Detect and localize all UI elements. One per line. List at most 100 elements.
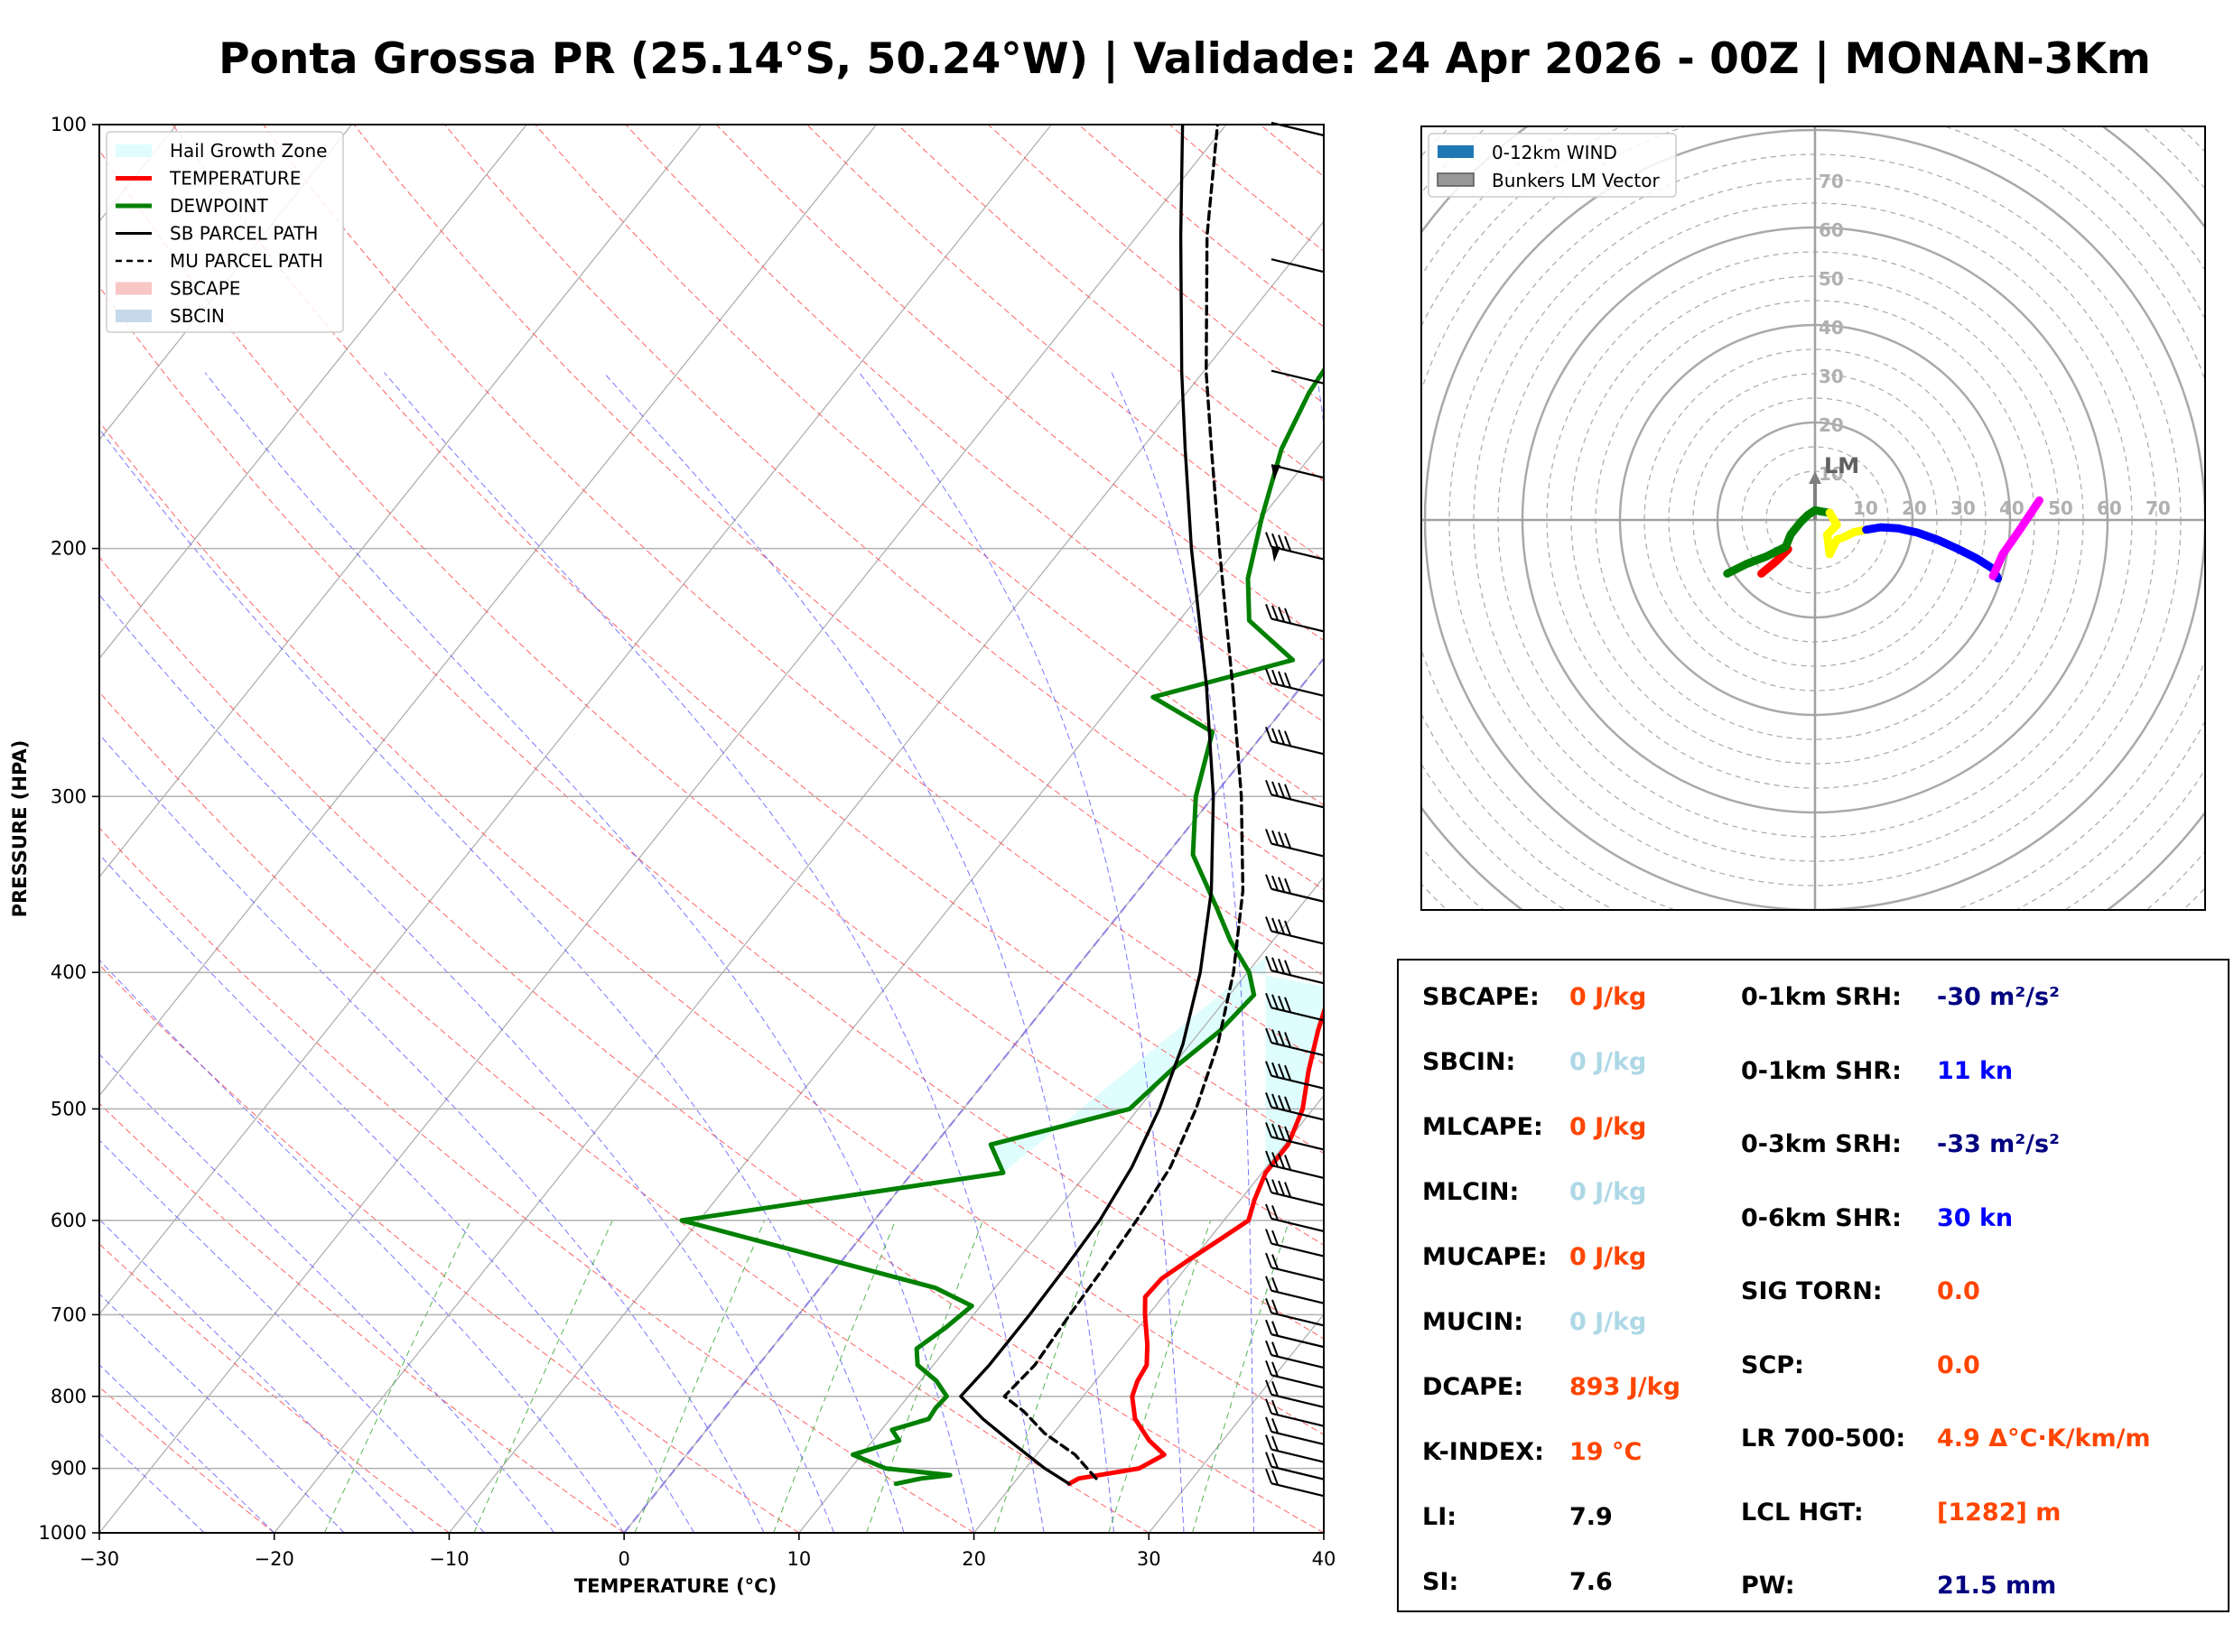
wind-barb [1265, 1416, 1325, 1445]
moist-adiabat-line [204, 372, 975, 1533]
wind-barb-feather [1278, 607, 1285, 622]
dry-adiabat-line [99, 556, 1324, 1533]
lcl-hgt-value: [1282] m [1937, 1498, 2062, 1527]
wind-barb-feather [1278, 1063, 1285, 1079]
chart-title: Ponta Grossa PR (25.14°S, 50.24°W) | Val… [219, 34, 2151, 84]
hodograph-ring-label: 40 [1819, 317, 1844, 339]
wind-barb-feather [1265, 1276, 1272, 1292]
lr-700-500-label: LR 700-500: [1741, 1425, 1906, 1452]
wind-barb-feather [1265, 1150, 1272, 1166]
moist-adiabat-line [99, 733, 765, 1533]
wind-barb-staff [1271, 121, 1325, 137]
wind-barb-staff [1271, 617, 1325, 633]
mixing-ratio-line [473, 1220, 613, 1533]
0-1km-srh-value: -30 m²/s² [1937, 983, 2060, 1011]
wind-barb-feather [1278, 1125, 1285, 1140]
0-3km-srh-value: -33 m²/s² [1937, 1130, 2060, 1158]
hodograph-frame [1420, 125, 2206, 911]
dry-adiabat-line [99, 1102, 625, 1533]
wind-barb-feather [1271, 957, 1279, 973]
wind-barb [1265, 1203, 1325, 1232]
moist-adiabat-line [384, 372, 1045, 1533]
wind-barb-feather [1271, 669, 1279, 685]
wind-barb-feather [1284, 1096, 1291, 1112]
bunkers-lm-arrowhead [1809, 471, 1821, 484]
mucin-label: MUCIN: [1422, 1308, 1524, 1336]
0-1km-shr-label: 0-1km SHR: [1741, 1056, 1902, 1085]
wind-barb [1265, 1340, 1325, 1369]
wind-barb [1265, 1229, 1325, 1258]
dry-adiabat-line [263, 125, 1324, 1064]
wind-barb-staff [1271, 1354, 1325, 1369]
y-tick-label: 100 [51, 114, 87, 135]
wind-barb-staff [1271, 1430, 1325, 1445]
wind-barb [1271, 464, 1325, 481]
wind-barb-feather [1265, 874, 1272, 890]
y-tick-label: 1000 [39, 1522, 87, 1544]
wind-barb [1265, 1434, 1325, 1463]
wind-barb-staff [1271, 1333, 1325, 1349]
hodograph-legend-label: Bunkers LM Vector [1492, 170, 1661, 191]
mixing-ratio-line [634, 1220, 766, 1533]
moist-adiabat-line [99, 1293, 345, 1533]
wind-barb-staff [1271, 1041, 1325, 1057]
wind-barb-feather [1284, 784, 1291, 800]
x-tick-label: 30 [1137, 1548, 1161, 1570]
isotherm-line [99, 125, 1052, 1315]
moist-adiabat-line [1316, 372, 1324, 1533]
hodograph-ring-label: 20 [1819, 414, 1844, 436]
hodograph-ring-label: 30 [1950, 497, 1976, 519]
wind-barb-staff [1271, 887, 1325, 903]
hodograph-trace-segment [1823, 508, 1871, 559]
wind-barb [1265, 829, 1325, 858]
isotherm-line [99, 125, 352, 441]
moist-adiabat-line [99, 428, 905, 1533]
wind-barb-feather [1265, 1177, 1272, 1193]
dry-adiabat-line [99, 149, 1324, 1246]
wind-barb-staff [1271, 1007, 1325, 1022]
wind-barb-feather [1265, 779, 1272, 795]
wind-barb-feather [1278, 671, 1285, 687]
dcape-value: 893 J/kg [1569, 1373, 1680, 1401]
li-label: LI: [1422, 1503, 1457, 1531]
wind-barb-feather [1265, 727, 1272, 742]
wind-barb-feather [1271, 1029, 1279, 1044]
0-6km-shr-label: 0-6km SHR: [1741, 1203, 1902, 1232]
dry-adiabat-line [625, 125, 1324, 723]
wind-barb [1265, 1319, 1325, 1349]
wind-barb-feather [1284, 1182, 1291, 1197]
moist-adiabat-line [99, 1219, 415, 1533]
wind-barb-staff [1271, 682, 1325, 697]
legend-bunkers-swatch [1437, 172, 1475, 187]
wind-barb-feather [1284, 1126, 1291, 1142]
wind-barb-feather [1265, 1452, 1272, 1467]
mucape-label: MUCAPE: [1422, 1243, 1548, 1271]
legend-label: SBCAPE [170, 278, 240, 300]
legend-sbcape-swatch [116, 282, 152, 295]
hodograph-ring-label: 70 [2146, 497, 2171, 519]
isotherm-line [448, 439, 1324, 1533]
wind-barb-feather [1278, 1180, 1285, 1196]
wind-barb-feather [1284, 960, 1291, 976]
bunkers-lm-label: LM [1824, 453, 1859, 478]
scp-label: SCP: [1741, 1350, 1804, 1379]
hail-growth-zone [991, 957, 1324, 1174]
hodograph-ring-label: 60 [1819, 219, 1844, 241]
hodograph-trace-segment [1988, 496, 2043, 580]
wind-barb-staff [1271, 1192, 1325, 1207]
wind-barb-feather [1271, 1123, 1279, 1139]
dry-adiabat-line [535, 125, 1324, 806]
moist-adiabat-line [99, 1364, 275, 1533]
wind-barb-feather [1284, 877, 1291, 894]
y-tick-label: 400 [51, 961, 87, 983]
legend-wind-swatch [1438, 145, 1474, 158]
wind-barb-staff [1271, 1217, 1325, 1232]
wind-barb-staff [1271, 258, 1325, 274]
legend-sbcin-swatch [116, 310, 152, 322]
mixing-ratio-line [1108, 1220, 1212, 1533]
wind-barb-feather [1271, 1230, 1279, 1246]
legend-hail-swatch [116, 144, 152, 157]
0-1km-srh-label: 0-1km SRH: [1741, 983, 1902, 1011]
si-value: 7.6 [1569, 1568, 1613, 1596]
wind-barb [1265, 1276, 1325, 1304]
